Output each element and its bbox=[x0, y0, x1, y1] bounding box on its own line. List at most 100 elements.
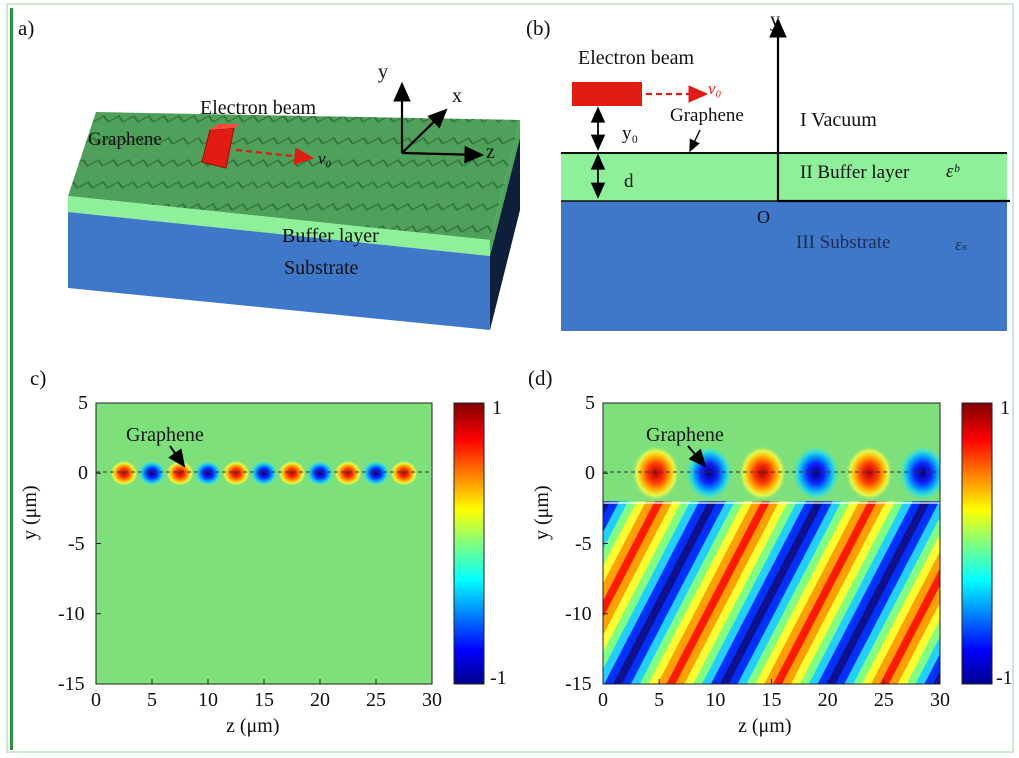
c-positive-lobe bbox=[390, 460, 418, 487]
c-positive-lobe bbox=[166, 460, 194, 487]
d-stripe-band bbox=[764, 501, 869, 684]
c-negative-lobe bbox=[306, 460, 334, 487]
c-negative-lobe bbox=[194, 460, 222, 487]
c-xtick-label: 0 bbox=[91, 689, 101, 711]
b-buffer-label: II Buffer layer bbox=[800, 162, 910, 183]
d-stripe-band bbox=[648, 501, 754, 684]
d-stripe-band bbox=[1013, 501, 1019, 684]
c-field-blobs bbox=[110, 460, 418, 487]
d-stripe-band bbox=[1004, 501, 1019, 684]
b-buffer-layer bbox=[561, 153, 1007, 201]
d-ytick-label: -10 bbox=[565, 602, 592, 625]
d-stripe-band bbox=[924, 653, 940, 684]
d-positive-lobe bbox=[845, 445, 894, 502]
a-buffer-label: Buffer layer bbox=[282, 225, 379, 247]
b-substrate-label: III Substrate bbox=[796, 232, 891, 253]
b-electron-beam-block bbox=[572, 82, 642, 106]
a-v0-label: v₀ bbox=[318, 149, 332, 168]
c-xtick-label: 30 bbox=[422, 689, 442, 711]
d-stripe-band bbox=[915, 636, 940, 684]
b-graphene-pointer bbox=[689, 129, 701, 153]
d-xtick-label: 10 bbox=[705, 689, 726, 711]
figure-frame bbox=[6, 3, 1014, 753]
d-stripe-band bbox=[613, 501, 718, 684]
c-ytick-label: -10 bbox=[58, 602, 85, 625]
d-stripe-band bbox=[719, 501, 825, 684]
d-stripe-band bbox=[693, 501, 798, 684]
b-eps-s-label: εₛ bbox=[955, 235, 968, 254]
c-xlabel: z (μm) bbox=[226, 715, 280, 737]
panel-c-tag: c) bbox=[30, 366, 47, 390]
d-colorbar bbox=[961, 402, 993, 685]
d-stripe-band bbox=[728, 501, 834, 684]
b-eps-b-label: εᵇ bbox=[946, 161, 959, 182]
c-xtick-label: 25 bbox=[366, 689, 386, 711]
c-ytick-label: 0 bbox=[78, 462, 88, 485]
d-stripe-band bbox=[657, 501, 763, 684]
d-ylabel: y (μm) bbox=[531, 485, 553, 540]
c-positive-lobe bbox=[222, 460, 250, 487]
c-ylabel: y (μm) bbox=[19, 485, 41, 540]
c-xtick-label: 10 bbox=[198, 689, 218, 711]
c-cbar-min: -1 bbox=[490, 667, 507, 689]
c-tick-marks bbox=[95, 402, 433, 685]
d-ytick-label: -5 bbox=[575, 532, 592, 555]
panel-a-tag: a) bbox=[18, 16, 35, 40]
d-xtick-label: 0 bbox=[598, 689, 608, 711]
c-ytick-label: -15 bbox=[58, 673, 85, 695]
d-cbar-min: -1 bbox=[996, 667, 1013, 689]
d-xtick-label: 20 bbox=[817, 689, 838, 711]
d-graphene-label: Graphene bbox=[646, 424, 724, 446]
d-stripe-band bbox=[995, 501, 1019, 684]
c-ytick-label: -5 bbox=[68, 532, 85, 555]
d-tick-marks bbox=[602, 402, 941, 685]
d-stripe-band bbox=[684, 501, 789, 684]
d-graphene-pointer bbox=[687, 445, 707, 468]
c-positive-lobe bbox=[110, 460, 138, 487]
d-ytick-label: 5 bbox=[585, 392, 595, 414]
a-axis-x-label: x bbox=[452, 85, 462, 107]
d-negative-lobe bbox=[898, 445, 940, 502]
a-graphene-label: Graphene bbox=[88, 129, 162, 150]
substrate-side bbox=[490, 138, 520, 330]
d-positive-lobe bbox=[738, 445, 787, 502]
a-electron-beam-label: Electron beam bbox=[200, 97, 317, 119]
c-negative-lobe bbox=[138, 460, 166, 487]
d-stripe-band bbox=[471, 501, 576, 684]
b-substrate bbox=[561, 201, 1007, 331]
axis-x-arrow bbox=[401, 108, 448, 154]
d-xlabel: z (μm) bbox=[738, 715, 792, 737]
d-stripe-band bbox=[844, 501, 940, 684]
c-cbar-max: 1 bbox=[492, 397, 502, 419]
a-substrate-label: Substrate bbox=[284, 257, 359, 279]
b-d-label: d bbox=[624, 171, 634, 192]
d-xtick-label: 25 bbox=[873, 689, 894, 711]
c-colorbar bbox=[453, 402, 485, 685]
d-stripe-band bbox=[630, 501, 736, 684]
d-stripe-band bbox=[702, 501, 807, 684]
c-graphene-pointer bbox=[168, 445, 186, 468]
d-negative-lobe bbox=[685, 445, 734, 502]
beam-velocity-arrow bbox=[235, 147, 315, 165]
d-stripe-band bbox=[853, 517, 940, 684]
c-graphene-label: Graphene bbox=[126, 424, 204, 446]
b-axis-y-label: y bbox=[770, 9, 780, 31]
d-stripe-band bbox=[906, 619, 940, 684]
d-negative-lobe bbox=[791, 445, 840, 502]
b-electron-beam-label: Electron beam bbox=[578, 47, 695, 69]
c-xtick-label: 20 bbox=[310, 689, 330, 711]
d-xtick-label: 30 bbox=[930, 689, 950, 711]
c-positive-lobe bbox=[334, 460, 362, 487]
d-stripe-band bbox=[746, 501, 852, 684]
d-stripe-band bbox=[604, 501, 709, 684]
substrate-front bbox=[68, 212, 490, 330]
c-negative-lobe bbox=[250, 460, 278, 487]
d-stripe-band bbox=[817, 501, 923, 684]
d-stripe-band bbox=[835, 501, 940, 684]
d-stripe-band bbox=[862, 534, 940, 684]
c-xtick-label: 5 bbox=[147, 689, 157, 711]
d-ytick-label: 0 bbox=[585, 462, 595, 485]
d-stripe-band bbox=[639, 501, 745, 684]
